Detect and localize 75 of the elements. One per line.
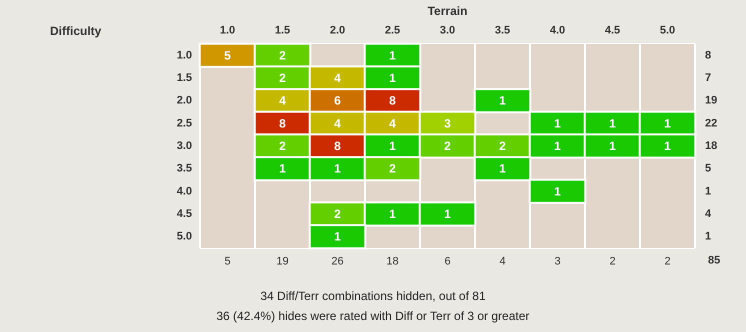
data-label: 2 — [389, 162, 396, 176]
data-label: 5 — [224, 48, 232, 62]
data-label: 2 — [334, 207, 342, 221]
data-label: 1 — [554, 184, 562, 198]
y-tick-label: 1.5 — [176, 72, 192, 84]
x-axis-title: Terrain — [428, 4, 468, 18]
text: 2 — [609, 256, 616, 268]
data-label: 1 — [499, 94, 506, 108]
data-label: 6 — [334, 94, 342, 108]
data-label: 1 — [664, 116, 672, 130]
text: 4 — [499, 256, 506, 268]
data-label: 2 — [279, 71, 286, 85]
text: 2 — [664, 256, 671, 268]
data-label: 1 — [334, 162, 342, 176]
data-label: 1 — [664, 139, 672, 153]
y2-tick-label: 7 — [705, 72, 712, 84]
x-tick-label: 3.0 — [440, 24, 456, 36]
y2-tick-label: 8 — [705, 49, 712, 62]
text: Difficulty — [50, 24, 102, 38]
text: 85 — [708, 254, 720, 266]
data-label: 2 — [279, 48, 286, 62]
data-label: 1 — [499, 162, 506, 176]
data-label: 8 — [334, 139, 342, 153]
text: 18 — [386, 256, 399, 268]
y-tick-label: 5.0 — [176, 230, 192, 243]
data-label: 1 — [389, 139, 396, 153]
data-label: 1 — [389, 48, 396, 62]
y-tick-label: 1.0 — [176, 49, 192, 62]
data-label: 4 — [334, 71, 342, 85]
x-tick-label: 4.5 — [604, 24, 620, 36]
y2-tick-label: 19 — [705, 94, 718, 107]
y-tick-label: 4.0 — [176, 185, 192, 198]
text: 6 — [444, 256, 451, 268]
data-label: 2 — [279, 139, 286, 153]
x-tick-label: 2.5 — [384, 24, 400, 36]
y2-tick-label: 4 — [705, 208, 712, 220]
x-tick-label: 1.5 — [274, 24, 290, 36]
data-label: 1 — [389, 71, 396, 85]
data-label: 1 — [279, 162, 286, 176]
y-tick-label: 3.0 — [176, 140, 192, 152]
data-label: 1 — [444, 207, 452, 221]
y2-tick-label: 18 — [705, 140, 718, 152]
y-tick-label: 4.5 — [176, 208, 192, 220]
x-tick-label: 4.0 — [550, 24, 566, 36]
data-label: 4 — [279, 94, 286, 108]
y-tick-label: 3.5 — [176, 162, 192, 175]
text: 34 Diff/Terr combinations hidden, out of 81 — [260, 289, 486, 303]
data-label: 1 — [334, 230, 342, 244]
data-label: 4 — [334, 116, 342, 130]
y2-tick-label: 22 — [705, 117, 718, 130]
data-label: 8 — [389, 94, 396, 108]
text: 36 (42.4%) hides were rated with Diff or Terr of 3 or greater — [216, 309, 530, 323]
text: 3 — [554, 256, 561, 268]
data-label: 2 — [444, 139, 452, 153]
x-tick-label: 2.0 — [330, 24, 346, 36]
data-label: 1 — [609, 139, 616, 153]
y2-tick-label: 1 — [705, 185, 712, 198]
x-tick-label: 1.0 — [220, 24, 236, 36]
data-label: 1 — [554, 139, 562, 153]
data-label: 1 — [389, 207, 396, 221]
data-label: 3 — [444, 116, 452, 130]
x-tick-label: 5.0 — [660, 24, 676, 36]
data-label: 4 — [389, 116, 396, 130]
y2-tick-label: 5 — [705, 162, 712, 175]
y-tick-label: 2.5 — [176, 117, 192, 130]
x-tick-label: 3.5 — [494, 24, 510, 36]
data-label: 1 — [609, 116, 616, 130]
data-label: 2 — [499, 139, 506, 153]
data-label: 8 — [279, 116, 286, 130]
data-label: 1 — [554, 116, 562, 130]
text: 26 — [331, 256, 344, 268]
text: 5 — [224, 256, 231, 268]
y2-tick-label: 1 — [705, 230, 712, 243]
y-tick-label: 2.0 — [176, 94, 192, 107]
text: 19 — [276, 256, 289, 268]
